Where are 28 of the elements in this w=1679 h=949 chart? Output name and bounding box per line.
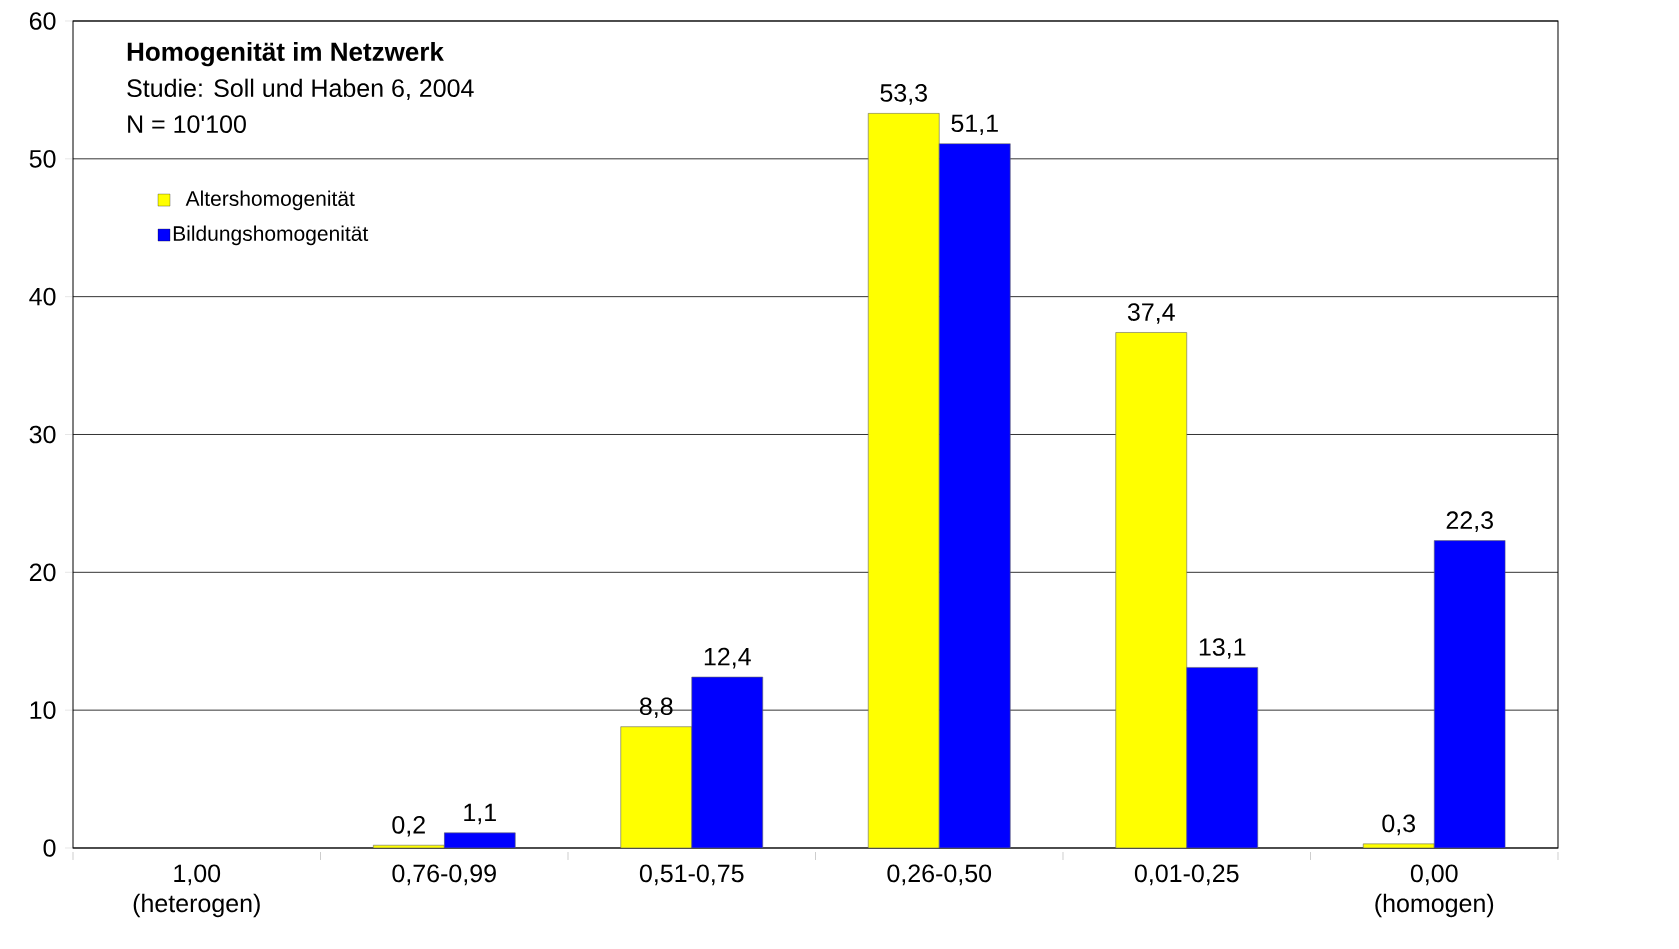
x-tick-label: 0,00 (homogen) <box>1375 864 1494 918</box>
text: Homogenität im Netzwerk <box>127 41 444 67</box>
x-tick-label: 1,00 (heterogen) <box>133 864 260 918</box>
y-tick-label: 20 <box>29 563 56 582</box>
data-label: 0,3 <box>1382 814 1416 836</box>
y-tick-label: 10 <box>30 701 56 720</box>
data-label: 22,3 <box>1446 511 1493 532</box>
data-label: 8,8 <box>639 697 673 719</box>
data-label: 13,1 <box>1199 638 1246 659</box>
x-tick-label: 0,76-0,99 <box>392 864 496 886</box>
y-tick-label: 60 <box>29 12 56 30</box>
data-label: 51,1 <box>951 114 998 136</box>
text: Studie: Soll und Haben 6, 2004 <box>127 78 474 100</box>
annotation: N = 10'100 <box>128 115 246 134</box>
data-label: 1,1 <box>464 803 496 825</box>
y-tick-label: 50 <box>29 149 56 168</box>
legend-label: Bildungshomogenität <box>173 225 369 246</box>
data-label: 53,3 <box>880 84 927 105</box>
data-label: 12,4 <box>704 647 751 669</box>
x-tick-label: 0,01-0,25 <box>1134 864 1239 886</box>
data-label: 0,2 <box>392 815 425 837</box>
x-tick-label: 0,51-0,75 <box>639 864 744 886</box>
data-label: 37,4 <box>1127 303 1175 324</box>
y-tick-label: 40 <box>29 287 56 306</box>
x-tick-label: 0,26-0,50 <box>887 864 992 886</box>
y-tick-label: 30 <box>29 425 56 444</box>
legend-label: Altershomogenität <box>185 190 355 211</box>
y-tick-label: 0 <box>43 839 56 857</box>
